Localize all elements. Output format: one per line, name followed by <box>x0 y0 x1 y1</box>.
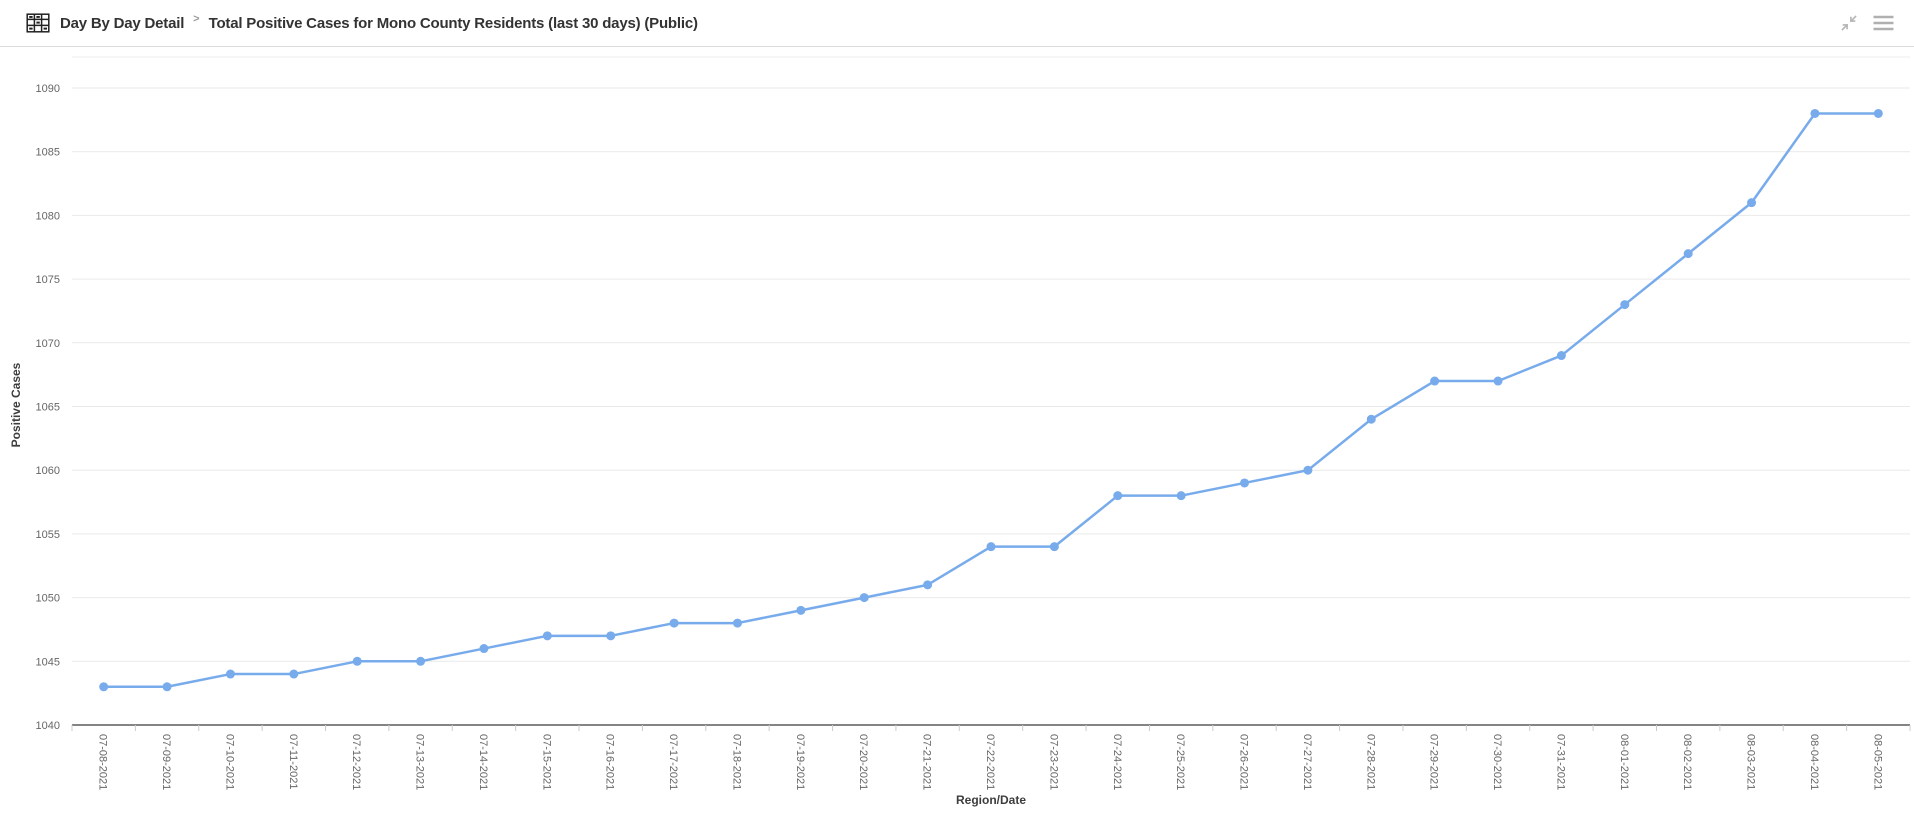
x-tick-label: 07-14-2021 <box>477 734 489 790</box>
data-point[interactable] <box>225 669 235 679</box>
x-tick-label: 07-12-2021 <box>350 734 362 790</box>
y-tick-label: 1070 <box>36 338 60 350</box>
data-point[interactable] <box>606 631 616 641</box>
data-point[interactable] <box>352 656 362 666</box>
data-point[interactable] <box>1303 465 1313 475</box>
data-point[interactable] <box>1620 300 1630 310</box>
x-tick-label: 08-01-2021 <box>1618 734 1630 790</box>
data-point[interactable] <box>1683 249 1693 259</box>
x-tick-label: 07-19-2021 <box>794 734 806 790</box>
x-tick-label: 07-11-2021 <box>287 734 299 789</box>
data-point[interactable] <box>923 580 933 590</box>
y-tick-label: 1080 <box>36 210 60 222</box>
y-tick-label: 1040 <box>36 720 60 732</box>
y-tick-label: 1075 <box>36 274 60 286</box>
data-point[interactable] <box>1049 542 1059 552</box>
y-tick-label: 1085 <box>36 147 60 159</box>
y-tick-label: 1050 <box>36 593 60 605</box>
data-point[interactable] <box>1747 198 1757 208</box>
y-tick-label: 1045 <box>36 656 60 668</box>
x-tick-label: 07-24-2021 <box>1111 734 1123 790</box>
x-tick-label: 08-03-2021 <box>1745 734 1757 790</box>
x-tick-label: 07-25-2021 <box>1174 734 1186 790</box>
y-tick-label: 1060 <box>36 465 60 477</box>
data-point[interactable] <box>162 682 172 692</box>
data-point[interactable] <box>289 669 299 679</box>
x-tick-label: 07-09-2021 <box>160 734 172 790</box>
y-tick-label: 1055 <box>36 529 60 541</box>
x-tick-label: 07-18-2021 <box>730 734 742 790</box>
data-point[interactable] <box>1430 376 1440 386</box>
data-point[interactable] <box>1493 376 1503 386</box>
y-tick-label: 1090 <box>36 83 60 95</box>
x-tick-label: 07-16-2021 <box>604 734 616 790</box>
series-line <box>102 112 1880 689</box>
data-point[interactable] <box>732 618 742 628</box>
pivot-table-icon <box>26 12 50 34</box>
x-tick-label: 08-04-2021 <box>1808 734 1820 790</box>
data-point[interactable] <box>859 593 869 603</box>
data-point[interactable] <box>542 631 552 641</box>
x-tick-label: 07-28-2021 <box>1364 734 1376 790</box>
data-point[interactable] <box>986 542 996 552</box>
data-point[interactable] <box>1366 414 1376 424</box>
x-tick-label: 07-26-2021 <box>1238 734 1250 790</box>
x-tick-label: 07-20-2021 <box>857 734 869 790</box>
y-tick-label: 1065 <box>36 402 60 414</box>
data-point[interactable] <box>669 618 679 628</box>
x-tick-label: 07-29-2021 <box>1428 734 1440 790</box>
breadcrumb[interactable]: Day By Day Detail <box>60 14 185 32</box>
data-point[interactable] <box>1240 478 1250 488</box>
y-axis-title: Positive Cases <box>9 362 23 448</box>
data-point[interactable] <box>99 682 109 692</box>
line-chart[interactable]: 1040 1045 1050 1055 1060 1065 1070 1075 1080 1085… <box>0 48 1914 820</box>
breadcrumb-chevron-icon: > <box>193 13 200 25</box>
data-point[interactable] <box>1113 491 1123 501</box>
data-point[interactable] <box>1556 351 1566 361</box>
x-tick-label: 07-10-2021 <box>223 734 235 790</box>
x-tick-label: 07-31-2021 <box>1554 734 1566 790</box>
data-point[interactable] <box>1810 108 1820 118</box>
x-tick-label: 07-27-2021 <box>1301 734 1313 790</box>
data-point[interactable] <box>1176 491 1186 501</box>
x-tick-label: 07-23-2021 <box>1047 734 1059 790</box>
x-axis-title: Region/Date <box>955 793 1026 807</box>
x-tick-label: 07-15-2021 <box>540 734 552 790</box>
menu-icon[interactable] <box>1870 10 1896 36</box>
widget-header: Day By Day Detail > Total Positive Cases… <box>0 0 1914 47</box>
x-tick-label: 07-13-2021 <box>414 734 426 790</box>
x-tick-label: 08-05-2021 <box>1871 734 1883 790</box>
chart-canvas[interactable]: 1040 1045 1050 1055 1060 1065 1070 1075 1080 1085… <box>0 48 1914 820</box>
data-point[interactable] <box>796 605 806 615</box>
data-point[interactable] <box>416 656 426 666</box>
x-tick-label: 07-08-2021 <box>97 734 109 790</box>
x-tick-label: 07-22-2021 <box>984 734 996 790</box>
collapse-icon[interactable] <box>1836 10 1862 36</box>
view-title: Total Positive Cases for Mono County Res… <box>208 14 698 32</box>
x-tick-label: 07-21-2021 <box>921 734 933 790</box>
data-point[interactable] <box>479 644 489 654</box>
x-tick-label: 07-30-2021 <box>1491 734 1503 790</box>
x-tick-label: 08-02-2021 <box>1681 734 1693 790</box>
x-tick-label: 07-17-2021 <box>667 734 679 790</box>
data-point[interactable] <box>1873 108 1883 118</box>
